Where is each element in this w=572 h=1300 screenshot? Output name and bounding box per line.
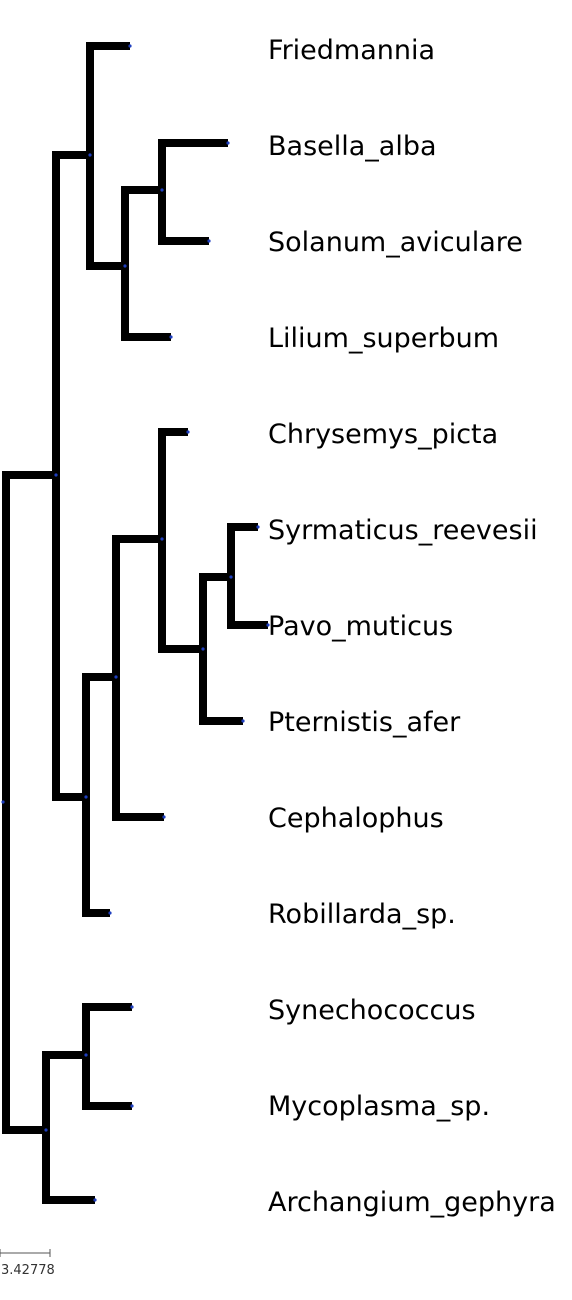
node-dot-a-b	[88, 153, 92, 157]
node-dot-d-basella	[226, 141, 230, 145]
node-dot-g-chrysemys	[186, 430, 190, 434]
tree-nodes	[1, 44, 270, 1202]
tip-label-syrmaticus-reevesii: Syrmaticus_reevesii	[268, 515, 538, 546]
tip-label-basella-alba: Basella_alba	[268, 131, 437, 162]
node-dot-i-syrmaticus	[256, 525, 260, 529]
tree-branches	[2, 42, 268, 1204]
tip-label-lilium-superbum: Lilium_superbum	[268, 323, 499, 354]
node-dot-f-g	[160, 537, 164, 541]
scale-bar: 3.42778	[0, 1249, 55, 1278]
node-dot-d-solanum	[207, 239, 211, 243]
tip-label-mycoplasma-sp: Mycoplasma_sp.	[268, 1091, 490, 1122]
tip-label-archangium-gephyra: Archangium_gephyra	[268, 1187, 556, 1218]
node-dot-c-d	[160, 188, 164, 192]
tip-labels: Friedmannia Basella_alba Solanum_avicula…	[268, 35, 556, 1218]
node-dot-root-a	[54, 473, 58, 477]
node-dot-k-mycoplasma	[130, 1104, 134, 1108]
node-dot-root	[1, 800, 5, 804]
scale-bar-label: 3.42778	[1, 1263, 55, 1278]
node-dot-i-pavo	[266, 623, 270, 627]
node-dot-c-lilium	[169, 335, 173, 339]
node-dot-e-f	[114, 675, 118, 679]
node-dot-h-pternistis	[241, 719, 245, 723]
tip-label-friedmannia: Friedmannia	[268, 35, 435, 66]
tip-label-cephalophus: Cephalophus	[268, 803, 444, 834]
node-dot-h-i	[229, 575, 233, 579]
node-dot-g-h	[201, 647, 205, 651]
node-dot-j-k	[84, 1053, 88, 1057]
tip-label-pavo-muticus: Pavo_muticus	[268, 611, 453, 642]
tip-label-chrysemys-picta: Chrysemys_picta	[268, 419, 498, 450]
scale-bar-line	[0, 1249, 51, 1257]
node-dot-f-cephalophus	[162, 815, 166, 819]
node-dot-b-c	[123, 264, 127, 268]
tip-label-synechococcus: Synechococcus	[268, 995, 476, 1026]
tip-label-solanum-aviculare: Solanum_aviculare	[268, 227, 523, 258]
node-dot-k-synechococcus	[130, 1005, 134, 1009]
tip-label-pternistis-afer: Pternistis_afer	[268, 707, 461, 738]
node-dot-j-archangium	[93, 1198, 97, 1202]
node-dot-root-j	[44, 1128, 48, 1132]
node-dot-a-e	[84, 795, 88, 799]
tip-label-robillarda-sp: Robillarda_sp.	[268, 899, 456, 930]
node-dot-e-robillarda	[108, 911, 112, 915]
node-dot-b-friedmannia	[128, 44, 132, 48]
